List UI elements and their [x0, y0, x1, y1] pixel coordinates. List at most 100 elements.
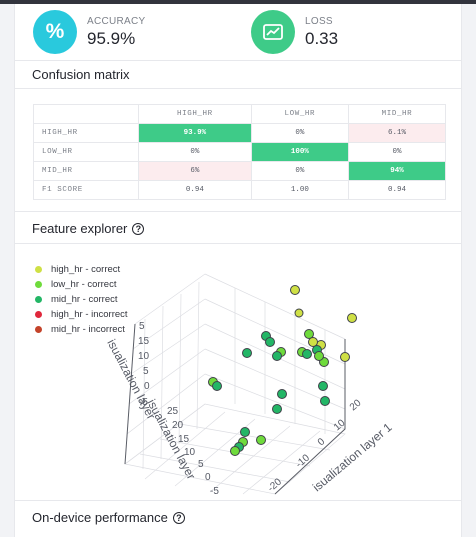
scatter-point: [272, 351, 282, 361]
legend-item[interactable]: low_hr - correct: [35, 277, 128, 292]
tick-label: 20: [172, 420, 184, 431]
scatter-point: [290, 285, 300, 295]
scatter-point: [265, 337, 275, 347]
table-row: HIGH_HR 93.9% 0% 6.1%: [33, 123, 447, 143]
legend-label: high_hr - incorrect: [51, 309, 128, 320]
scatter-point: [318, 381, 328, 391]
tick-label: -5: [210, 486, 219, 497]
results-card: % ACCURACY 95.9% LOSS 0.33 Confusion mat…: [14, 4, 462, 537]
legend-label: high_hr - correct: [51, 264, 121, 275]
corner-cell: [33, 104, 139, 124]
tick-label: 25: [167, 406, 179, 417]
tick-label: 15: [138, 336, 150, 347]
table-cell: 0%: [138, 142, 252, 162]
axis-title: isualization layer 1: [310, 420, 395, 494]
table-cell: 94%: [347, 161, 447, 181]
scatter-point: [212, 381, 222, 391]
scatter-point: [272, 404, 282, 414]
feature-explorer-title: Feature explorer ?: [32, 221, 145, 236]
column-header: HIGH_HR: [138, 104, 252, 124]
table-cell: 1.00: [250, 180, 349, 200]
tick-label: 0: [316, 436, 328, 448]
table-cell: 0%: [347, 142, 447, 162]
table-header-row: HIGH_HR LOW_HR MID_HR: [33, 104, 447, 124]
table-cell: 0%: [250, 123, 349, 143]
row-header: F1 SCORE: [33, 180, 139, 200]
accuracy-label: ACCURACY: [87, 15, 146, 27]
legend-label: mid_hr - correct: [51, 294, 118, 305]
row-header: MID_HR: [33, 161, 139, 181]
scatter-point: [302, 349, 312, 359]
tick-label: 5: [143, 366, 149, 377]
trend-chart-icon: [251, 10, 295, 54]
divider: [15, 88, 461, 89]
table-cell: 0.94: [138, 180, 252, 200]
tick-label: 10: [184, 447, 196, 458]
scatter-point: [314, 351, 324, 361]
scatter-point: [240, 427, 250, 437]
table-row: LOW_HR 0% 100% 0%: [33, 142, 447, 162]
scatter-point: [347, 313, 357, 323]
plot-legend: high_hr - correct low_hr - correct mid_h…: [35, 262, 128, 337]
row-header: LOW_HR: [33, 142, 139, 162]
loss-value: 0.33: [305, 28, 339, 48]
legend-dot: [35, 326, 42, 333]
scatter-point: [294, 308, 304, 318]
tick-label: 20: [348, 397, 364, 413]
table-cell: 0%: [250, 161, 349, 181]
tick-label: 0: [144, 381, 150, 392]
tick-label: 5: [139, 321, 145, 332]
table-cell: 100%: [250, 142, 349, 162]
row-header: HIGH_HR: [33, 123, 139, 143]
help-icon[interactable]: ?: [132, 222, 145, 235]
tick-label: -10: [294, 452, 312, 470]
top-bar: [0, 0, 476, 4]
legend-dot: [35, 311, 42, 318]
tick-label: -20: [266, 476, 284, 494]
loss-metric: LOSS 0.33: [251, 10, 338, 54]
legend-item[interactable]: mid_hr - incorrect: [35, 322, 128, 337]
divider: [15, 500, 461, 501]
divider: [15, 243, 461, 244]
tick-label: 0: [205, 472, 211, 483]
percent-icon: %: [33, 10, 77, 54]
accuracy-value: 95.9%: [87, 28, 136, 48]
loss-label: LOSS: [305, 15, 333, 27]
scatter-point: [320, 396, 330, 406]
table-row: MID_HR 6% 0% 94%: [33, 161, 447, 181]
divider: [15, 211, 461, 212]
column-header: MID_HR: [347, 104, 447, 124]
tick-label: 15: [178, 434, 190, 445]
column-header: LOW_HR: [250, 104, 349, 124]
scatter-point: [277, 389, 287, 399]
scatter-point: [340, 352, 350, 362]
legend-dot: [35, 281, 42, 288]
scatter-point: [304, 329, 314, 339]
table-cell: 0.94: [347, 180, 447, 200]
accuracy-metric: % ACCURACY 95.9%: [33, 10, 146, 54]
legend-dot: [35, 296, 42, 303]
tick-label: -5: [139, 397, 148, 408]
legend-label: mid_hr - incorrect: [51, 324, 125, 335]
tick-label: 10: [138, 351, 150, 362]
legend-dot: [35, 266, 42, 273]
legend-item[interactable]: mid_hr - correct: [35, 292, 128, 307]
divider: [15, 60, 461, 61]
confusion-matrix-title: Confusion matrix: [32, 67, 130, 82]
scatter-point: [256, 435, 266, 445]
table-cell: 6.1%: [347, 123, 447, 143]
scatter-point: [242, 348, 252, 358]
feature-explorer-3d-plot[interactable]: 5 15 10 5 0 -5 25 20 15 10 5 0 -5 20 10 …: [15, 254, 462, 499]
on-device-performance-title: On-device performance ?: [32, 510, 185, 525]
legend-label: low_hr - correct: [51, 279, 117, 290]
scatter-point: [308, 337, 318, 347]
scatter-point: [230, 446, 240, 456]
confusion-matrix-table: HIGH_HR LOW_HR MID_HR HIGH_HR 93.9% 0% 6…: [33, 104, 447, 200]
help-icon[interactable]: ?: [172, 511, 185, 524]
legend-item[interactable]: high_hr - correct: [35, 262, 128, 277]
legend-item[interactable]: high_hr - incorrect: [35, 307, 128, 322]
table-cell: 6%: [138, 161, 252, 181]
table-cell: 93.9%: [138, 123, 252, 143]
table-row: F1 SCORE 0.94 1.00 0.94: [33, 180, 447, 200]
tick-label: 5: [198, 459, 204, 470]
